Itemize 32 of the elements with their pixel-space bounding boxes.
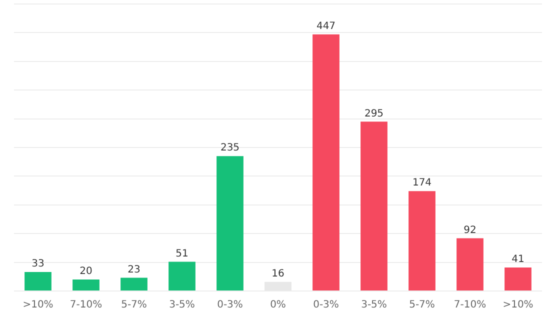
bar: [72, 280, 100, 290]
data-label: 41: [512, 254, 524, 266]
x-tick-label: 0%: [270, 300, 286, 311]
bar: [168, 262, 196, 290]
bar: [120, 278, 148, 290]
data-label: 447: [316, 21, 336, 32]
data-label: 33: [32, 258, 44, 270]
bar: [24, 272, 52, 290]
data-label: 92: [464, 224, 476, 236]
data-label: 174: [412, 178, 432, 189]
x-tick-label: 0-3%: [313, 300, 339, 311]
bar: [360, 122, 388, 290]
data-label: 20: [80, 266, 92, 278]
x-tick-label: 7-10%: [70, 300, 102, 311]
x-tick-label: >10%: [502, 300, 534, 311]
data-label: 51: [176, 248, 188, 260]
bar: [312, 34, 340, 290]
x-tick-label: 5-7%: [121, 300, 147, 311]
x-tick-label: >10%: [22, 300, 54, 311]
data-label: 23: [128, 264, 140, 276]
bar: [408, 191, 436, 290]
x-tick-label: 5-7%: [409, 300, 435, 311]
x-tick-label: 3-5%: [169, 300, 195, 311]
bar: [216, 156, 244, 290]
x-tick-label: 7-10%: [454, 300, 486, 311]
data-label: 16: [272, 268, 284, 280]
x-tick-label: 0-3%: [217, 300, 243, 311]
data-label: 235: [220, 142, 240, 154]
bar: [504, 267, 532, 290]
bar: [456, 238, 484, 290]
data-label: 295: [364, 108, 384, 120]
x-tick-label: 3-5%: [361, 300, 387, 311]
